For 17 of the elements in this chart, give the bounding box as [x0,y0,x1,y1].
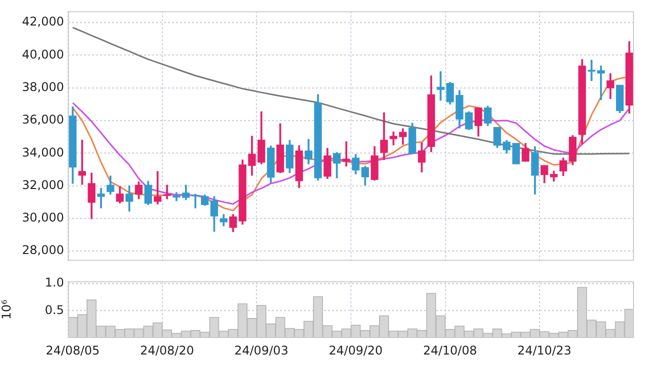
y-tick-label: 32,000 [22,178,64,192]
y-tick-label: 34,000 [22,145,64,160]
y-tick-label: 0.5 [44,302,64,317]
x-tick-label: 24/08/20 [140,343,194,358]
x-tick-label: 24/09/03 [234,343,288,358]
x-tick-label: 24/10/08 [423,343,478,358]
y-tick-label: 40,000 [22,47,64,62]
y-tick-label: 42,000 [22,14,64,29]
y-axis-title: 10⁶ [0,299,14,320]
x-tick-label: 24/10/23 [517,343,572,358]
y-tick-label: 36,000 [22,112,64,127]
x-tick-label: 24/08/05 [46,343,100,358]
y-tick-label: 38,000 [22,80,64,94]
y-tick-label: 28,000 [22,243,64,258]
y-tick-label: 30,000 [22,210,64,225]
x-tick-label: 24/09/20 [328,343,383,358]
y-tick-label: 1.0 [44,276,64,290]
